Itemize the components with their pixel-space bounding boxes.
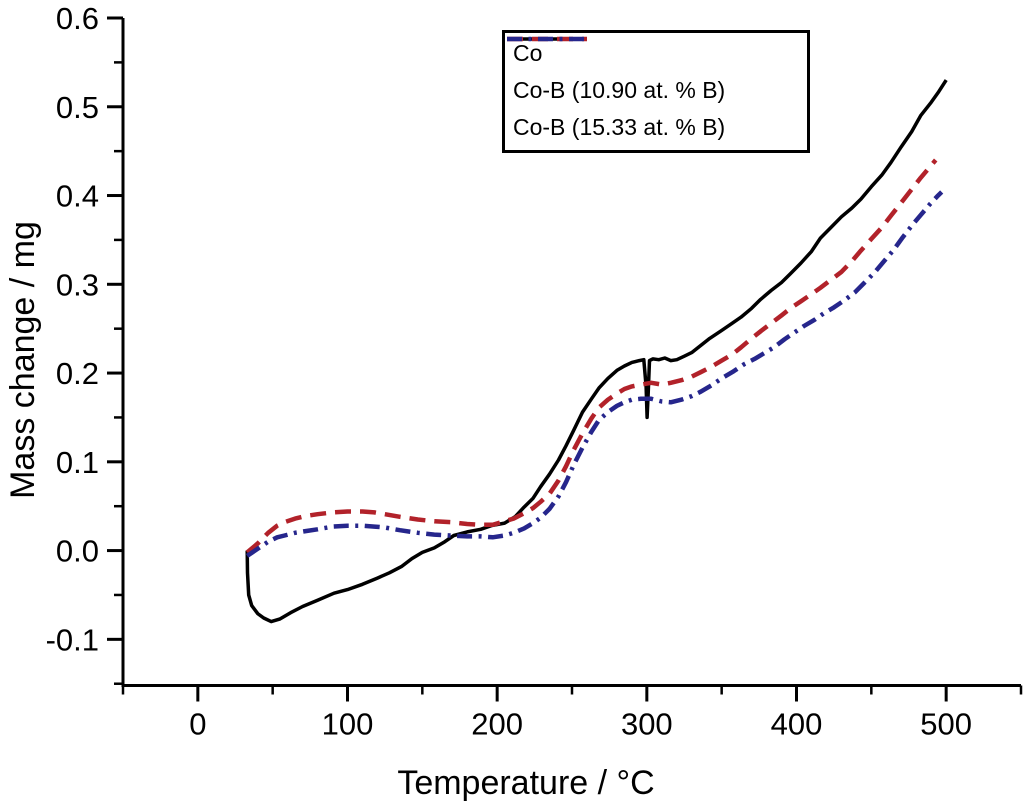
legend-item-co: Co [507, 37, 799, 66]
legend-label-cob-1533: Co-B (15.33 at. % B) [513, 114, 726, 140]
legend-label-co: Co [513, 40, 543, 66]
x-axis-title: Temperature / °C [397, 764, 654, 802]
y-tick-label: 0.5 [56, 90, 99, 125]
y-tick-label: 0.4 [56, 179, 99, 214]
plot-axes: 0 100 200 300 400 500 -0.1 0.0 0.1 0.2 0.3 0.4 0.5 0.… [46, 1, 1023, 742]
y-tick-label: 0.6 [56, 1, 99, 36]
series-line-1 [245, 158, 938, 555]
legend-line-sample-cob-1533 [507, 36, 587, 42]
x-tick-label: 0 [189, 707, 206, 742]
x-tick-label: 100 [322, 707, 374, 742]
series-line-0 [245, 79, 948, 624]
y-tick-label: -0.1 [46, 622, 99, 657]
series-line-2 [245, 190, 944, 558]
x-tick-label: 200 [471, 707, 523, 742]
x-tick-label: 500 [920, 707, 972, 742]
y-tick-label: 0.3 [56, 267, 99, 302]
y-tick-label: 0.0 [56, 534, 99, 569]
y-axis-title: Mass change / mg [4, 221, 42, 499]
plot-series [245, 79, 948, 624]
legend-label-cob-1090: Co-B (10.90 at. % B) [513, 77, 726, 103]
y-tick-label: 0.1 [56, 445, 99, 480]
legend: Co Co-B (10.90 at. % B) Co-B (15.33 at. … [502, 30, 810, 153]
legend-item-cob-1533: Co-B (15.33 at. % B) [507, 36, 799, 140]
x-tick-label: 300 [621, 707, 673, 742]
legend-item-cob-1090: Co-B (10.90 at. % B) [507, 36, 799, 103]
y-tick-label: 0.2 [56, 356, 99, 391]
x-tick-label: 400 [771, 707, 823, 742]
